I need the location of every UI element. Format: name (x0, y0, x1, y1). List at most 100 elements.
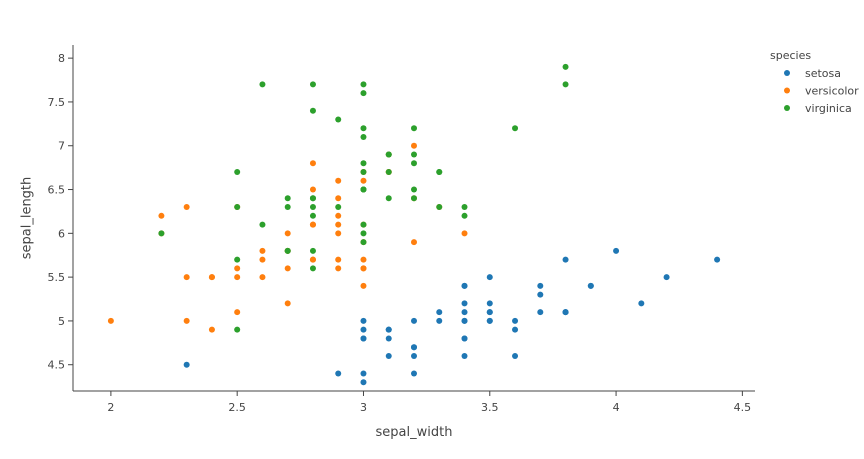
data-point-setosa[interactable] (512, 317, 519, 324)
data-point-versicolor[interactable] (234, 309, 241, 316)
data-point-setosa[interactable] (512, 326, 519, 333)
data-point-setosa[interactable] (436, 309, 443, 316)
data-point-virginica[interactable] (512, 125, 519, 132)
data-point-setosa[interactable] (360, 317, 367, 324)
data-point-virginica[interactable] (385, 169, 392, 176)
data-point-setosa[interactable] (335, 370, 342, 377)
data-point-virginica[interactable] (284, 247, 291, 254)
data-point-setosa[interactable] (461, 335, 468, 342)
data-point-virginica[interactable] (562, 81, 569, 88)
data-point-versicolor[interactable] (284, 300, 291, 307)
data-point-virginica[interactable] (360, 133, 367, 140)
data-point-setosa[interactable] (613, 247, 620, 254)
data-point-virginica[interactable] (309, 265, 316, 272)
data-point-virginica[interactable] (360, 160, 367, 167)
data-point-versicolor[interactable] (284, 230, 291, 237)
legend-item-setosa[interactable]: setosa (784, 67, 841, 80)
data-point-setosa[interactable] (360, 379, 367, 386)
data-point-setosa[interactable] (461, 352, 468, 359)
data-point-versicolor[interactable] (360, 256, 367, 263)
data-point-setosa[interactable] (562, 256, 569, 263)
data-point-versicolor[interactable] (183, 204, 190, 211)
data-point-versicolor[interactable] (309, 221, 316, 228)
data-point-setosa[interactable] (411, 344, 417, 351)
data-point-setosa[interactable] (714, 256, 721, 263)
data-point-virginica[interactable] (360, 81, 367, 88)
data-point-virginica[interactable] (158, 230, 165, 237)
data-point-versicolor[interactable] (360, 282, 367, 289)
data-point-virginica[interactable] (284, 195, 291, 202)
data-point-virginica[interactable] (309, 204, 316, 211)
data-point-setosa[interactable] (486, 309, 493, 316)
data-point-versicolor[interactable] (107, 317, 114, 324)
data-point-virginica[interactable] (259, 221, 266, 228)
data-point-versicolor[interactable] (259, 247, 266, 254)
data-point-versicolor[interactable] (335, 230, 342, 237)
data-point-virginica[interactable] (436, 169, 443, 176)
data-point-virginica[interactable] (360, 230, 367, 237)
data-point-setosa[interactable] (461, 300, 468, 307)
data-point-virginica[interactable] (309, 247, 316, 254)
data-point-setosa[interactable] (461, 282, 468, 289)
data-point-virginica[interactable] (234, 169, 241, 176)
data-point-virginica[interactable] (309, 107, 316, 114)
data-point-versicolor[interactable] (461, 230, 468, 237)
data-point-setosa[interactable] (537, 291, 544, 298)
data-point-virginica[interactable] (436, 204, 443, 211)
data-point-versicolor[interactable] (259, 274, 266, 281)
data-point-versicolor[interactable] (234, 265, 241, 272)
data-point-versicolor[interactable] (309, 256, 316, 263)
data-point-virginica[interactable] (562, 63, 569, 70)
data-point-versicolor[interactable] (183, 274, 190, 281)
data-point-versicolor[interactable] (284, 265, 291, 272)
data-point-virginica[interactable] (335, 116, 342, 123)
data-point-setosa[interactable] (663, 274, 670, 281)
data-point-virginica[interactable] (461, 212, 468, 219)
data-point-setosa[interactable] (461, 309, 468, 316)
data-point-setosa[interactable] (360, 326, 367, 333)
data-point-versicolor[interactable] (411, 142, 417, 149)
data-point-versicolor[interactable] (335, 221, 342, 228)
data-point-virginica[interactable] (360, 90, 367, 97)
data-point-setosa[interactable] (411, 370, 417, 377)
data-point-versicolor[interactable] (234, 274, 241, 281)
data-point-setosa[interactable] (183, 361, 190, 368)
data-point-versicolor[interactable] (183, 317, 190, 324)
data-point-setosa[interactable] (411, 317, 417, 324)
legend-item-versicolor[interactable]: versicolor (784, 85, 859, 98)
data-point-setosa[interactable] (587, 282, 594, 289)
legend-item-virginica[interactable]: virginica (784, 102, 852, 115)
data-point-setosa[interactable] (562, 309, 569, 316)
data-point-virginica[interactable] (360, 169, 367, 176)
data-point-setosa[interactable] (411, 352, 417, 359)
data-point-versicolor[interactable] (335, 177, 342, 184)
data-point-setosa[interactable] (385, 335, 392, 342)
data-point-versicolor[interactable] (259, 256, 266, 263)
data-point-virginica[interactable] (360, 221, 367, 228)
data-point-versicolor[interactable] (335, 212, 342, 219)
data-point-setosa[interactable] (537, 309, 544, 316)
data-point-virginica[interactable] (360, 239, 367, 246)
data-point-setosa[interactable] (385, 326, 392, 333)
data-point-setosa[interactable] (385, 352, 392, 359)
data-point-versicolor[interactable] (208, 274, 215, 281)
data-point-setosa[interactable] (461, 317, 468, 324)
data-point-versicolor[interactable] (335, 256, 342, 263)
data-point-virginica[interactable] (234, 204, 241, 211)
data-point-virginica[interactable] (461, 204, 468, 211)
data-point-versicolor[interactable] (335, 265, 342, 272)
data-point-virginica[interactable] (411, 195, 417, 202)
data-point-versicolor[interactable] (309, 160, 316, 167)
data-point-virginica[interactable] (411, 186, 417, 193)
data-point-setosa[interactable] (486, 317, 493, 324)
data-point-virginica[interactable] (411, 151, 417, 158)
data-point-virginica[interactable] (385, 151, 392, 158)
data-point-virginica[interactable] (411, 125, 417, 132)
data-point-virginica[interactable] (309, 195, 316, 202)
data-point-versicolor[interactable] (360, 265, 367, 272)
data-point-setosa[interactable] (486, 300, 493, 307)
data-point-setosa[interactable] (360, 370, 367, 377)
data-point-versicolor[interactable] (309, 186, 316, 193)
data-point-virginica[interactable] (411, 160, 417, 167)
data-point-virginica[interactable] (284, 204, 291, 211)
